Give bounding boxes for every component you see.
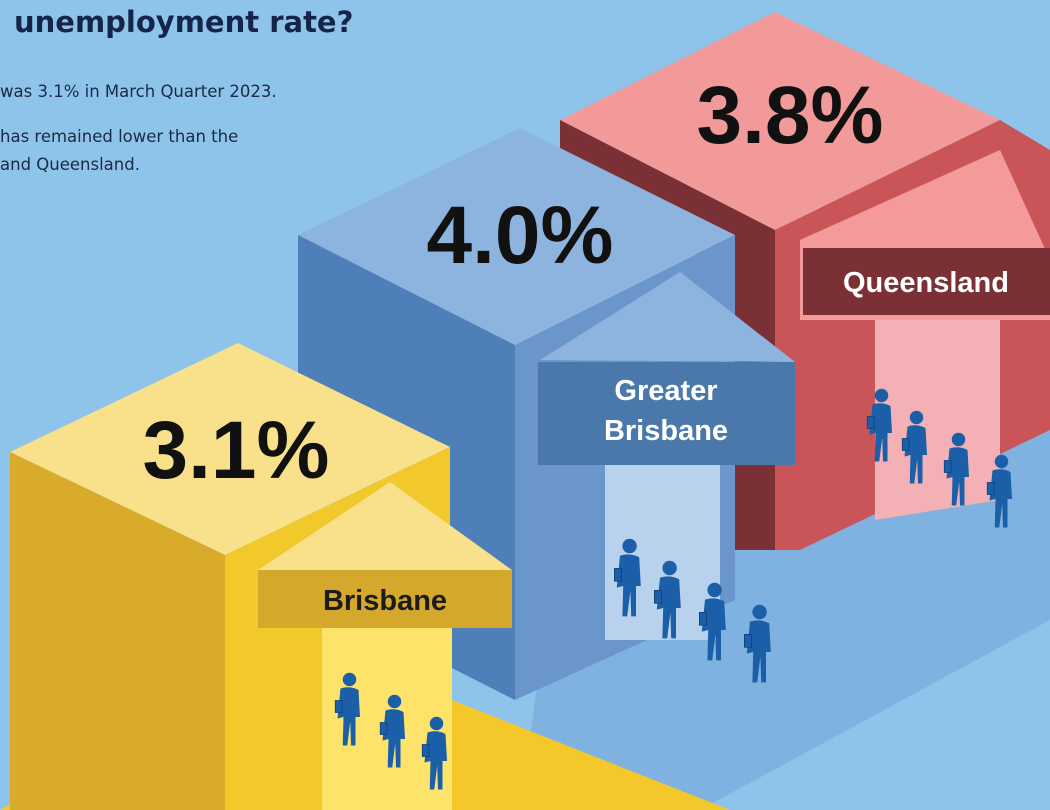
box-door-top: [258, 482, 512, 570]
box-side: [10, 452, 225, 810]
box-side: [560, 120, 775, 550]
box-top: [298, 128, 735, 345]
box-door-top: [540, 272, 795, 362]
label-plate: [538, 362, 795, 465]
label: Queensland: [843, 267, 1009, 299]
body-line: and Queensland.: [0, 155, 140, 174]
label: Brisbane: [604, 415, 728, 447]
value: 4.0%: [427, 190, 614, 281]
label-plate: [258, 570, 512, 628]
label-plate: [803, 248, 1050, 315]
doorway: [875, 320, 1000, 520]
box-top: [10, 343, 450, 555]
value: 3.1%: [143, 405, 330, 496]
box-top: [560, 12, 1000, 230]
label: Brisbane: [323, 585, 447, 617]
label: Greater: [614, 375, 717, 407]
value: 3.8%: [697, 70, 884, 161]
body-line: has remained lower than the: [0, 127, 238, 146]
title: unemployment rate?: [14, 5, 353, 39]
body-line: was 3.1% in March Quarter 2023.: [0, 82, 277, 101]
